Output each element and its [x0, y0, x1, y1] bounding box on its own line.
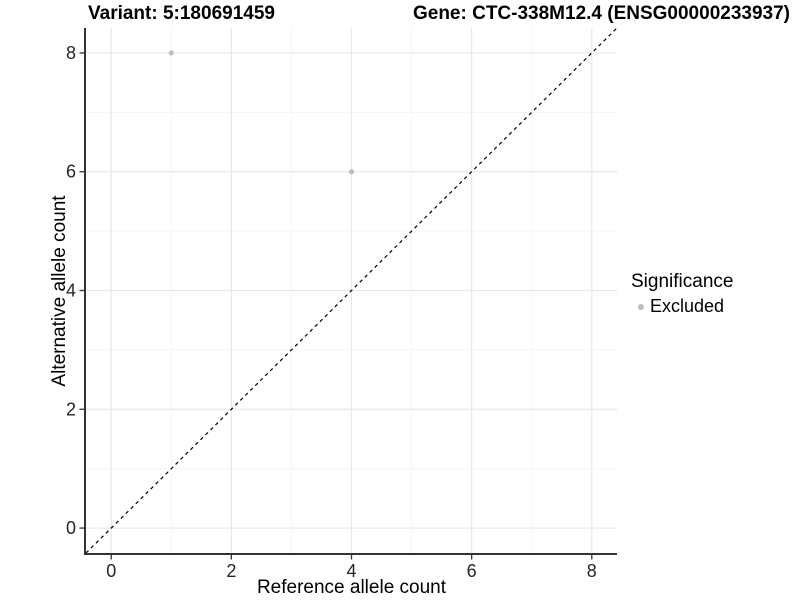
- x-axis-title: Reference allele count: [256, 577, 447, 598]
- legend-item-excluded: Excluded: [631, 296, 733, 317]
- plot-title-gene: Gene: CTC-338M12.4 (ENSG00000233937): [412, 3, 790, 24]
- legend-title: Significance: [631, 271, 734, 292]
- excluded-point-icon: [638, 303, 644, 310]
- data-point: [348, 169, 355, 175]
- x-tick-label: 2: [226, 561, 236, 581]
- plot-title-variant: Variant: 5:180691459: [88, 3, 275, 24]
- x-tick-label: 8: [587, 561, 597, 581]
- y-tick-label: 4: [66, 281, 76, 301]
- identity-line: [85, 27, 618, 554]
- y-tick-label: 8: [66, 43, 76, 63]
- x-tick-label: 4: [346, 561, 356, 581]
- legend: Significance Excluded: [631, 271, 733, 317]
- data-point: [168, 50, 174, 56]
- y-tick-label: 2: [66, 399, 76, 419]
- y-tick-label: 0: [66, 518, 76, 538]
- legend-item-label: Excluded: [650, 296, 725, 316]
- x-tick-label: 0: [106, 561, 116, 581]
- x-tick-label: 6: [467, 561, 477, 581]
- y-axis-title: Alternative allele count: [49, 195, 70, 387]
- y-tick-label: 6: [66, 162, 76, 182]
